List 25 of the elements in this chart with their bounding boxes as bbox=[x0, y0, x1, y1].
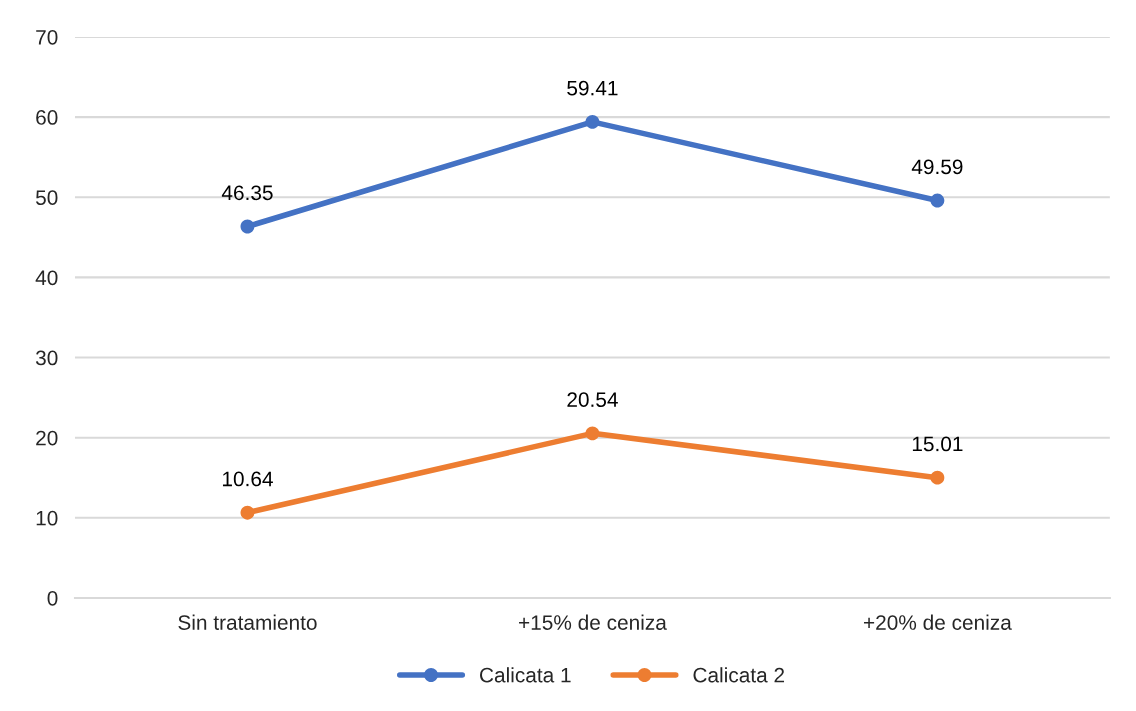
point bbox=[240, 505, 255, 520]
legend-label: Calicata 2 bbox=[693, 667, 785, 683]
y-tick-label: 70 bbox=[36, 29, 58, 45]
x-tick-label: +15% de ceniza bbox=[519, 614, 667, 630]
data-label: 10.64 bbox=[222, 471, 273, 487]
y-tick-label: 0 bbox=[47, 590, 58, 606]
point bbox=[240, 219, 255, 234]
point bbox=[930, 193, 945, 208]
y-tick-label: 10 bbox=[36, 510, 58, 526]
data-label: 49.59 bbox=[911, 159, 963, 175]
data-label: 46.35 bbox=[221, 185, 273, 201]
y-tick-label: 40 bbox=[35, 270, 58, 286]
point bbox=[930, 470, 945, 485]
y-tick-label: 50 bbox=[35, 190, 58, 206]
data-label: 59.41 bbox=[567, 80, 618, 96]
point bbox=[585, 426, 600, 441]
data-label: 15.01 bbox=[912, 436, 963, 452]
y-tick-label: 30 bbox=[35, 350, 58, 366]
x-tick-label: +20% de ceniza bbox=[863, 614, 1012, 630]
legend-label: Calicata 1 bbox=[480, 667, 571, 683]
data-label: 20.54 bbox=[567, 392, 618, 407]
y-tick-label: 20 bbox=[36, 430, 58, 446]
point bbox=[585, 114, 600, 129]
y-tick-label: 60 bbox=[36, 110, 58, 125]
x-tick-label: Sin tratamiento bbox=[178, 614, 317, 630]
